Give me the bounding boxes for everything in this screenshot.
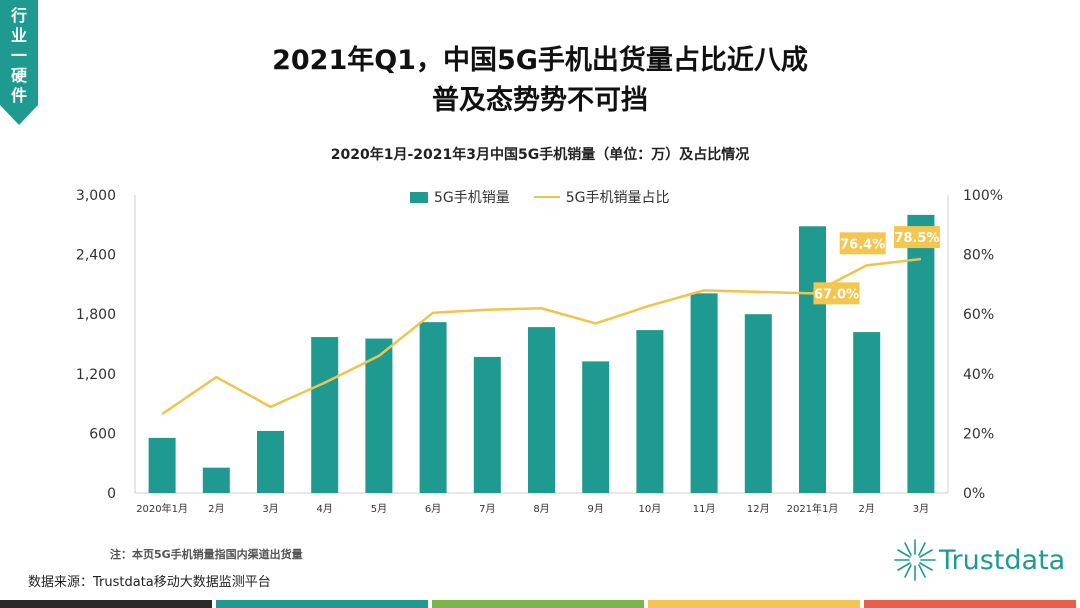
bar [582,361,610,493]
left-tick-label: 600 [89,426,116,442]
x-tick-label: 11月 [693,503,716,515]
bottom-bar-segment [864,600,1076,608]
bottom-bar-segment [432,600,644,608]
right-tick-label: 80% [963,248,994,264]
share-line [161,257,922,416]
left-tick-label: 1,200 [76,367,116,383]
x-tick-label: 3月 [262,503,278,515]
legend-line-swatch [533,196,560,198]
bar [744,314,772,493]
bar [907,214,935,493]
bar [311,337,339,493]
x-tick-label: 6月 [425,503,441,515]
x-tick-label: 3月 [913,503,929,515]
footnote: 注：本页5G手机销量指国内渠道出货量 [110,548,303,561]
bottom-bar-segment [0,600,212,608]
bar [473,356,501,493]
sunburst-icon [894,539,936,581]
bar [853,332,881,493]
data-label: 76.4% [840,237,885,252]
bottom-color-bar [0,600,1080,608]
data-label-box [839,232,886,255]
trustdata-logo: Trustdata [893,538,1065,582]
x-tick-label: 9月 [588,503,604,515]
left-tick-label: 3,000 [76,188,116,204]
left-tick-label: 2,400 [76,248,116,264]
bar [257,430,284,493]
right-tick-label: 100% [963,188,1003,204]
bar [202,467,230,493]
left-tick-label: 1,800 [76,307,116,323]
right-tick-label: 60% [963,307,994,323]
x-tick-label: 5月 [371,503,387,515]
page-title: 2021年Q1，中国5G手机出货量占比近八成 [272,45,808,76]
data-label: 67.0% [814,287,859,302]
bar [799,226,826,494]
section-tab: 行业一硬件 [0,0,38,125]
data-label: 78.5% [894,231,939,246]
x-tick-label: 8月 [533,503,549,515]
x-tick-label: 2月 [859,503,875,515]
bar [528,327,555,493]
bottom-bar-segment [648,600,860,608]
chart-legend: 5G手机销量 5G手机销量占比 [410,187,670,207]
x-tick-label: 2月 [208,503,224,515]
legend-line-label: 5G手机销量占比 [565,190,670,206]
data-label-box [893,226,940,249]
x-tick-label: 12月 [747,503,770,515]
data-label-box [813,282,860,305]
right-tick-label: 20% [963,426,994,442]
x-tick-label: 7月 [479,503,495,515]
right-tick-label: 40% [963,367,994,383]
bar [365,338,393,493]
bar [148,437,176,493]
legend-bar-label: 5G手机销量 [434,190,510,206]
bar [419,322,447,493]
page-subtitle: 普及态势势不可挡 [432,85,648,116]
bar [690,293,718,493]
left-tick-label: 0 [107,486,116,502]
right-tick-label: 0% [963,486,985,502]
legend-bar-swatch [410,191,428,203]
chart-title: 2020年1月-2021年3月中国5G手机销量（单位：万）及占比情况 [330,147,750,163]
section-tab-label: 行业一硬件 [10,6,27,105]
bottom-bar-segment [216,600,428,608]
x-tick-label: 4月 [317,503,333,515]
logo-text: Trustdata [939,544,1066,576]
x-tick-label: 2020年1月 [136,502,188,515]
data-source: 数据来源：Trustdata移动大数据监测平台 [28,575,271,590]
bar [636,330,664,493]
x-tick-label: 2021年1月 [787,502,839,515]
x-tick-label: 10月 [639,503,662,515]
